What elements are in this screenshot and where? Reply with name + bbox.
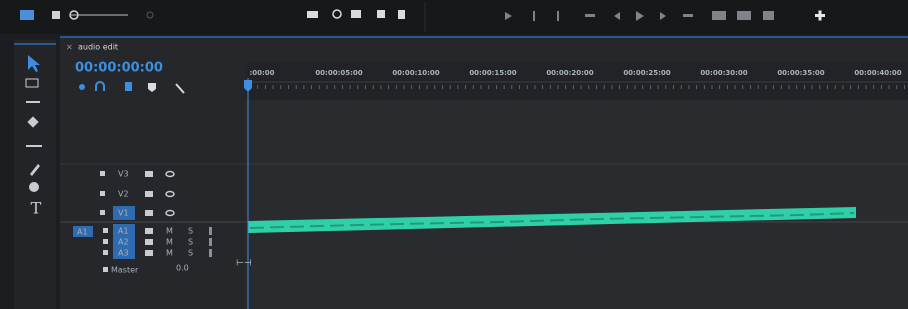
hand-tool[interactable] [29, 182, 39, 192]
ruler-label: 00:00:20:00 [546, 69, 593, 77]
ruler-label: 00:00:10:00 [392, 69, 439, 77]
icon[interactable] [712, 11, 726, 20]
sequence-area [246, 100, 908, 309]
view-icon[interactable] [52, 11, 60, 19]
source-name: A1 [77, 228, 88, 237]
ruler-label: 00:00:40:00 [854, 69, 901, 77]
premiere-window: T × audio edit 00:00:00:00 :00:00 00:00:0… [0, 0, 908, 309]
mute-button[interactable]: M [166, 227, 173, 236]
icon[interactable] [79, 84, 85, 90]
track-name: V1 [118, 209, 129, 218]
sync-icon[interactable] [145, 228, 153, 234]
icon[interactable] [683, 14, 693, 17]
track-name: V3 [118, 170, 129, 179]
icon[interactable] [763, 11, 774, 20]
close-tab[interactable]: × [66, 43, 73, 52]
ruler-label: 00:00:35:00 [777, 69, 824, 77]
voice-icon[interactable] [209, 227, 212, 235]
track-name: V2 [118, 190, 129, 199]
icon[interactable] [307, 11, 318, 18]
track-name: A3 [118, 249, 129, 258]
mute-button[interactable]: M [166, 238, 173, 247]
solo-button[interactable]: S [188, 227, 193, 236]
sync-icon[interactable] [145, 250, 153, 256]
tools-panel [14, 40, 56, 309]
lock-icon[interactable] [103, 228, 108, 233]
tab-title[interactable]: audio edit [78, 43, 118, 52]
sync-icon[interactable] [145, 171, 153, 177]
icon[interactable] [125, 82, 132, 91]
ruler-label: 00:00:15:00 [469, 69, 516, 77]
lock-icon[interactable] [103, 239, 108, 244]
mute-button[interactable]: M [166, 249, 173, 258]
lock-icon[interactable] [100, 171, 105, 176]
track-name: A1 [118, 227, 129, 236]
solo-button[interactable]: S [188, 249, 193, 258]
voice-icon[interactable] [209, 238, 212, 246]
track-name: A2 [118, 238, 129, 247]
ruler-label: 00:00:30:00 [700, 69, 747, 77]
type-tool[interactable]: T [31, 199, 42, 218]
solo-button[interactable]: S [188, 238, 193, 247]
icon[interactable] [737, 11, 751, 20]
lock-icon[interactable] [103, 267, 108, 272]
icon[interactable] [557, 11, 559, 21]
sync-icon[interactable] [145, 239, 153, 245]
ruler-label: :00:00 [249, 69, 274, 77]
lock-icon[interactable] [100, 191, 105, 196]
icon[interactable] [351, 10, 361, 18]
lock-icon[interactable] [100, 210, 105, 215]
sync-icon[interactable] [145, 210, 153, 216]
master-value[interactable]: 0.0 [176, 264, 189, 273]
timecode[interactable]: 00:00:00:00 [75, 61, 163, 76]
ruler-label: 00:00:05:00 [315, 69, 362, 77]
sync-icon[interactable] [145, 191, 153, 197]
icon[interactable] [377, 10, 385, 18]
ruler-label: 00:00:25:00 [623, 69, 670, 77]
icon[interactable] [398, 10, 405, 19]
resize-handle[interactable]: ⊢⊣ [236, 259, 252, 269]
time-ruler [246, 62, 908, 100]
voice-icon[interactable] [209, 249, 212, 257]
icon[interactable] [585, 14, 595, 17]
page: T × audio edit 00:00:00:00 :00:00 00:00:0… [0, 0, 908, 309]
lock-icon[interactable] [103, 250, 108, 255]
icon[interactable] [533, 11, 535, 21]
master-name: Master [111, 266, 139, 275]
menu-icon[interactable] [20, 10, 34, 20]
